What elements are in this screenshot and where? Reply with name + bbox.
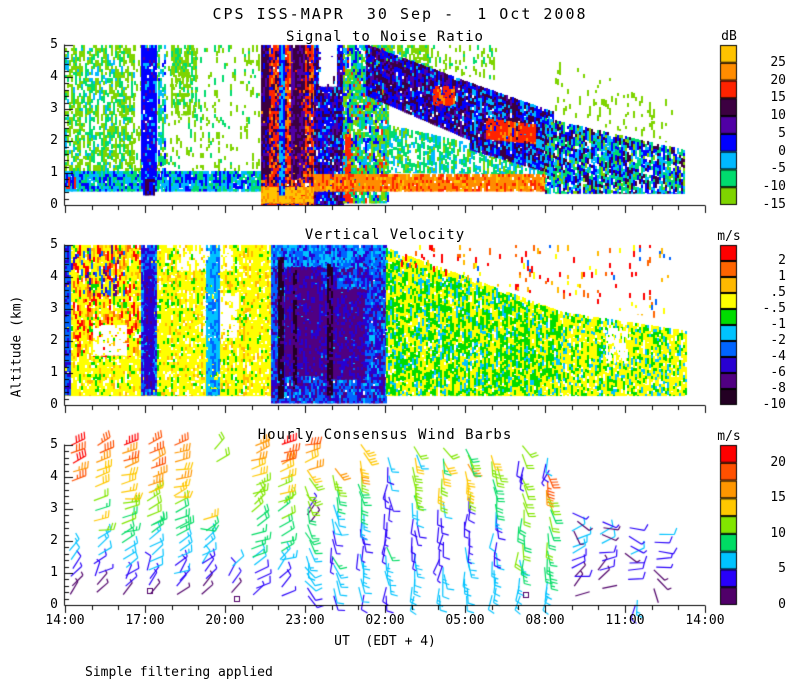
y-tick-label: 5 (50, 37, 58, 52)
y-tick-label: 5 (50, 437, 58, 452)
colorbar-label: 20 (770, 454, 786, 470)
x-tick-label: 11:00 (605, 613, 645, 628)
colorbar-label: 0 (778, 143, 786, 159)
page-title: CPS ISS-MAPR 30 Sep - 1 Oct 2008 (212, 5, 588, 23)
colorbar-label: 1 (778, 269, 786, 284)
y-tick-label: 0 (50, 597, 58, 612)
colorbar-label: -5 (770, 161, 786, 177)
y-tick-label: 4 (50, 69, 58, 84)
x-tick-label: 05:00 (445, 613, 485, 628)
colorbar-label: 20 (770, 72, 786, 88)
colorbar-label: -2 (770, 333, 786, 348)
colorbar-label: 5 (778, 125, 786, 141)
y-tick-label: 2 (50, 333, 58, 348)
colorbar-label: 15 (770, 90, 786, 106)
colorbar-label: 2 (778, 253, 786, 268)
colorbar-label: 10 (770, 525, 786, 541)
x-tick-label: 02:00 (365, 613, 405, 628)
y-tick-label: 3 (50, 301, 58, 316)
panel-title-windbarbs: Hourly Consensus Wind Barbs (257, 427, 513, 443)
colorbar-label: 10 (770, 108, 786, 124)
colorbar-units-windbarbs: m/s (717, 429, 741, 444)
colorbar-label: -.5 (762, 301, 786, 316)
colorbar-label: -15 (762, 197, 786, 212)
y-tick-label: 5 (50, 237, 58, 252)
panel-title-snr: Signal to Noise Ratio (285, 29, 484, 45)
y-tick-label: 2 (50, 133, 58, 148)
x-tick-label: 17:00 (125, 613, 165, 628)
colorbar-units-snr: dB (721, 29, 737, 44)
y-tick-label: 0 (50, 397, 58, 412)
colorbar-label: .5 (770, 285, 786, 300)
filtering-note: Simple filtering applied (85, 665, 273, 680)
x-tick-label: 08:00 (525, 613, 565, 628)
colorbar-label: -6 (770, 365, 786, 380)
colorbar-label: -10 (762, 179, 786, 195)
colorbar-label: 0 (778, 597, 786, 612)
x-tick-label: 23:00 (285, 613, 325, 628)
altitude-axis-label: Altitude (km) (9, 295, 25, 398)
colorbar-label: -8 (770, 381, 786, 396)
time-axis-label: UT (EDT + 4) (334, 634, 436, 649)
colorbar-label: 5 (778, 561, 786, 577)
y-tick-label: 1 (50, 365, 58, 380)
y-tick-label: 4 (50, 269, 58, 284)
colorbar-units-velocity: m/s (717, 229, 741, 244)
y-tick-label: 3 (50, 101, 58, 116)
colorbar-label: -10 (762, 397, 786, 412)
colorbar-label: -4 (770, 349, 786, 364)
y-tick-label: 1 (50, 165, 58, 180)
x-tick-label: 14:00 (685, 613, 725, 628)
colorbar-label: 15 (770, 490, 786, 506)
y-tick-label: 1 (50, 565, 58, 580)
colorbar-label: -1 (770, 317, 786, 332)
y-tick-label: 0 (50, 197, 58, 212)
y-tick-label: 3 (50, 501, 58, 516)
x-tick-label: 20:00 (205, 613, 245, 628)
colorbar-label: 25 (770, 54, 786, 70)
panel-title-velocity: Vertical Velocity (304, 227, 466, 243)
y-tick-label: 4 (50, 469, 58, 484)
x-tick-label: 14:00 (45, 613, 85, 628)
y-tick-label: 2 (50, 533, 58, 548)
